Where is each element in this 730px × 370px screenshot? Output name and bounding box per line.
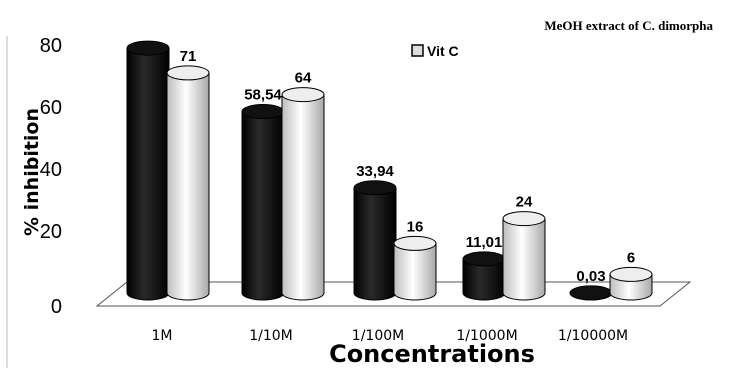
x-tick-label: 1/10000M	[558, 328, 628, 344]
bar-1-5	[569, 285, 613, 301]
legend-label-series-2: Vit C	[427, 43, 459, 59]
y-tick-label: 20	[40, 221, 62, 243]
bar-1-2	[241, 104, 285, 301]
data-labels: 71 58,54 64 33,94 16 11,01 24 0,03 6	[180, 48, 636, 285]
x-tick-label: 1/100M	[352, 328, 404, 344]
bar-1-3	[353, 180, 397, 301]
data-label: 6	[627, 249, 635, 266]
y-tick-label: 60	[40, 97, 62, 119]
bar-2-3	[393, 235, 437, 301]
x-axis-title: Concentrations	[329, 340, 535, 368]
x-category-labels: 1M 1/10M 1/100M 1/1000M 1/10000M	[152, 328, 629, 344]
bar-2-5	[609, 266, 653, 301]
data-label: 64	[295, 70, 312, 87]
data-label: 24	[516, 194, 533, 211]
data-label: 11,01	[466, 234, 503, 251]
x-tick-label: 1M	[152, 328, 173, 344]
legend-swatch-series-2	[411, 44, 424, 57]
bar-2-1	[166, 65, 210, 301]
bar-2-4	[502, 211, 546, 301]
y-ticks: 0 20 40 60 80	[40, 35, 62, 318]
data-label: 0,03	[576, 268, 605, 285]
bars	[126, 40, 653, 301]
y-tick-label: 80	[40, 35, 62, 57]
x-tick-label: 1/1000M	[456, 328, 517, 344]
legend-label-series-1: MeOH extract of C. dimorpha	[544, 18, 713, 33]
bar-1-1	[126, 40, 170, 301]
bar-1-4	[462, 251, 506, 301]
data-label: 33,94	[356, 163, 394, 180]
data-label: 16	[407, 218, 424, 235]
data-label: 71	[180, 48, 197, 65]
data-label: 58,54	[244, 87, 282, 104]
y-axis-title: % inhibition	[21, 108, 43, 236]
x-tick-label: 1/10M	[249, 328, 293, 344]
y-tick-label: 0	[51, 296, 62, 318]
y-tick-label: 40	[40, 159, 62, 181]
bar-2-2	[281, 87, 325, 301]
